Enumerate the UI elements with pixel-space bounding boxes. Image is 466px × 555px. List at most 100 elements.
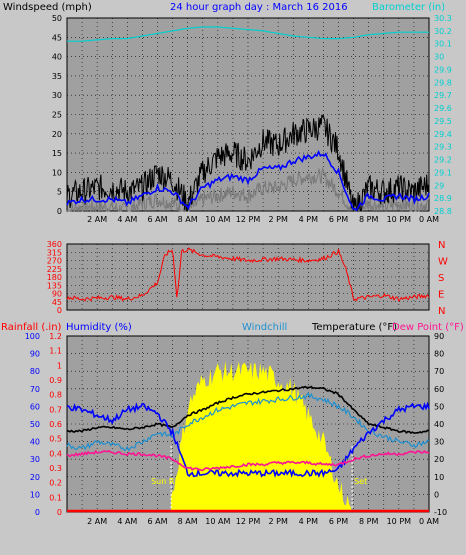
temp-y-tick: 50: [434, 402, 444, 411]
humidity-y-tick: 0: [35, 508, 40, 517]
rainfall-label: Rainfall (.in): [1, 322, 62, 333]
temperature-label: Temperature (°F): [311, 322, 397, 333]
baro-y-tick: 29.4: [434, 130, 452, 139]
wind-y-tick: 40: [52, 53, 62, 62]
baro-y-tick: 29.3: [434, 143, 452, 152]
baro-y-tick: 29.5: [434, 117, 452, 126]
x-tick-label: 4 PM: [299, 215, 318, 224]
x-tick-label: 8 PM: [359, 215, 378, 224]
baro-y-tick: 28.8: [434, 207, 452, 216]
baro-y-tick: 29.6: [434, 104, 452, 113]
humidity-y-tick: 80: [30, 367, 40, 376]
baro-y-tick: 29: [434, 181, 444, 190]
humidity-y-tick: 70: [30, 385, 40, 394]
direction-y-tick: 0: [57, 306, 62, 315]
humidity-y-tick: 40: [30, 438, 40, 447]
dewpoint-label: Dew Point (°F): [392, 322, 464, 333]
baro-y-tick: 30.2: [434, 27, 452, 36]
direction-y-tick: 90: [52, 290, 62, 299]
compass-label: S: [438, 273, 444, 284]
x-tick-label: 2 AM: [87, 215, 107, 224]
wind-y-tick: 50: [52, 14, 62, 23]
wind-y-tick: 0: [57, 207, 62, 216]
x-tick-label: 2 PM: [268, 517, 287, 526]
wind-y-tick: 10: [52, 168, 62, 177]
rain-y-tick: 0.2: [49, 479, 62, 488]
temp-y-tick: 40: [434, 420, 444, 429]
x-tick-label: 6 AM: [147, 215, 167, 224]
x-tick-label: 0 AM: [419, 517, 439, 526]
humidity-label: Humidity (%): [66, 322, 132, 333]
wind-y-tick: 20: [52, 130, 62, 139]
baro-y-tick: 29.7: [434, 91, 452, 100]
humidity-y-tick: 10: [30, 490, 40, 499]
humidity-y-tick: 20: [30, 473, 40, 482]
temperature-line: [66, 385, 430, 434]
windspeed-label: Windspeed (mph): [3, 2, 92, 13]
direction-y-tick: 225: [47, 265, 62, 274]
rain-y-tick: 0.6: [49, 420, 62, 429]
rain-y-tick: 1: [57, 361, 62, 370]
temp-y-tick: 60: [434, 385, 444, 394]
rain-y-tick: 0.3: [49, 464, 62, 473]
graph-title: 24 hour graph day : March 16 2016: [170, 2, 348, 13]
x-tick-label: 2 AM: [87, 517, 107, 526]
humidity-y-tick: 50: [30, 420, 40, 429]
wind-y-tick: 45: [52, 33, 62, 42]
baro-y-tick: 30.1: [434, 40, 452, 49]
x-tick-label: 8 AM: [178, 215, 198, 224]
rain-y-tick: 0.7: [49, 405, 62, 414]
temp-y-tick: 30: [434, 438, 444, 447]
solar-area: [171, 360, 353, 512]
temp-y-tick: 0: [434, 490, 439, 499]
x-tick-label: 10 AM: [205, 517, 230, 526]
baro-y-tick: 29.1: [434, 168, 452, 177]
x-tick-label: 10 PM: [387, 215, 412, 224]
sunrise-label: Sun R: [151, 477, 175, 486]
wind-y-tick: 35: [52, 72, 62, 81]
direction-y-tick: 315: [47, 248, 62, 257]
x-tick-label: 10 AM: [205, 215, 230, 224]
temp-y-tick: -10: [434, 508, 447, 517]
x-tick-label: 8 PM: [359, 517, 378, 526]
rain-y-tick: 0.4: [49, 449, 62, 458]
x-tick-label: 4 AM: [117, 517, 137, 526]
x-tick-label: 4 AM: [117, 215, 137, 224]
direction-line: [66, 247, 430, 302]
barometer-label: Barometer (in): [372, 2, 445, 13]
compass-label: N: [438, 240, 445, 251]
x-tick-label: 12 PM: [236, 215, 261, 224]
baro-y-tick: 30.3: [434, 14, 452, 23]
baro-y-tick: 28.9: [434, 194, 452, 203]
humidity-y-tick: 30: [30, 455, 40, 464]
rain-y-tick: 0: [57, 508, 62, 517]
rain-y-tick: 0.1: [49, 493, 62, 502]
compass-label: W: [438, 257, 448, 268]
baro-y-tick: 29.8: [434, 78, 452, 87]
wind-average-line: [66, 149, 430, 212]
rain-y-tick: 0.9: [49, 376, 62, 385]
x-tick-label: 10 PM: [387, 517, 412, 526]
wind-gust-line: [66, 114, 430, 212]
temp-y-tick: 20: [434, 455, 444, 464]
x-tick-label: 6 PM: [329, 517, 348, 526]
x-tick-label: 2 PM: [268, 215, 287, 224]
wind-y-tick: 15: [52, 149, 62, 158]
rain-y-tick: 1.2: [49, 332, 62, 341]
humidity-y-tick: 60: [30, 402, 40, 411]
humidity-y-tick: 100: [25, 332, 40, 341]
temp-y-tick: 70: [434, 367, 444, 376]
x-tick-label: 12 PM: [236, 517, 261, 526]
baro-y-tick: 29.2: [434, 156, 452, 165]
humidity-line: [67, 401, 430, 478]
x-tick-label: 4 PM: [299, 517, 318, 526]
x-tick-label: 0 AM: [419, 215, 439, 224]
x-tick-label: 6 AM: [147, 517, 167, 526]
solar-radiation: [170, 360, 353, 512]
direction-y-tick: 135: [47, 281, 62, 290]
dew-point-line: [66, 449, 430, 472]
windchill-label: Windchill: [242, 322, 287, 333]
temp-y-tick: 10: [434, 473, 444, 482]
wind-y-tick: 25: [52, 111, 62, 120]
